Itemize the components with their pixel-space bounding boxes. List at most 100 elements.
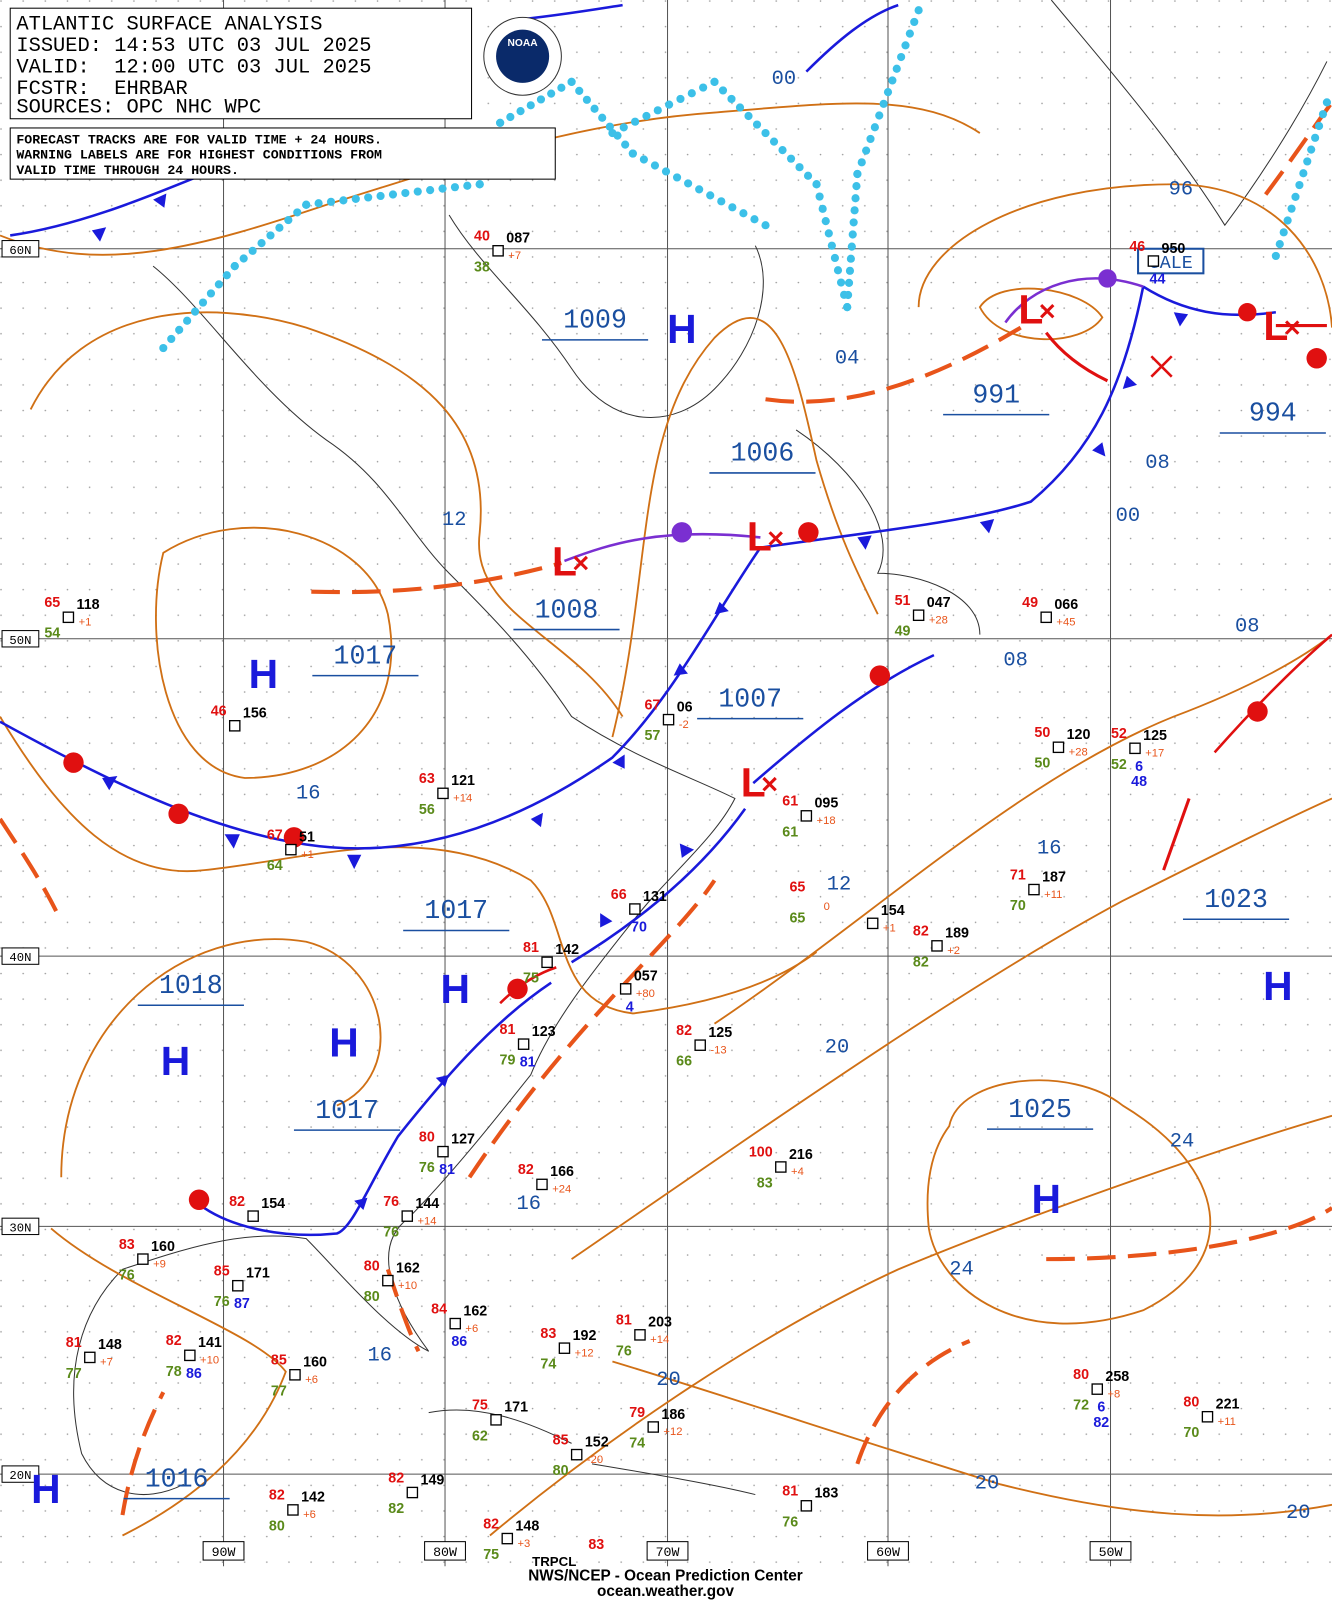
dewpoint: 72 [1073, 1398, 1089, 1414]
station-extra: 4 [626, 999, 634, 1015]
pressure: 144 [415, 1196, 439, 1212]
ice-dot [1318, 110, 1328, 119]
station-extra: 86 [451, 1334, 467, 1350]
ice-dot [239, 254, 248, 263]
ice-dot [706, 191, 715, 200]
ice-dot [769, 137, 779, 146]
ice-dot [845, 266, 855, 275]
ice-dot [605, 122, 614, 131]
ice-dot [1271, 251, 1280, 261]
notes-box [9, 127, 556, 180]
dewpoint: 38 [474, 259, 490, 275]
low-center: L [741, 759, 766, 805]
pressure: 127 [451, 1131, 475, 1147]
air-temperature: 82 [388, 1470, 404, 1486]
dewpoint: 78 [166, 1364, 182, 1380]
air-temperature: 85 [271, 1353, 287, 1369]
dewpoint: 74 [540, 1357, 556, 1373]
isobar-label: 12 [827, 874, 851, 897]
air-temperature: 63 [419, 771, 435, 787]
station-marker [662, 713, 675, 726]
pressure-tendency: +7 [508, 250, 521, 262]
high-center: H [1031, 1176, 1060, 1222]
low-x [573, 555, 588, 571]
station-marker [647, 1421, 660, 1433]
ice-dot [910, 17, 919, 27]
air-temperature: 85 [214, 1263, 230, 1279]
station-marker [800, 810, 813, 822]
ice-dot [650, 161, 660, 170]
pressure-tendency: +4 [791, 1166, 804, 1178]
air-temperature: 81 [782, 1484, 798, 1500]
station-marker [1129, 742, 1141, 755]
air-temperature: 67 [645, 697, 661, 713]
ice-dot [892, 64, 901, 73]
isobar-label: 04 [835, 347, 859, 370]
ice-dot [717, 197, 726, 206]
pressure-tendency: +28 [1069, 746, 1088, 758]
ice-dot [914, 6, 923, 15]
warm-front-symbols [63, 303, 1327, 1210]
ice-dot [1295, 180, 1304, 190]
ice-dot [710, 77, 719, 86]
air-temperature: 83 [588, 1537, 604, 1553]
station-marker [775, 1161, 787, 1173]
pressure-label: 1017 [315, 1096, 379, 1126]
pressure: 258 [1105, 1369, 1129, 1385]
station-marker [406, 1486, 419, 1499]
station-extra: 48 [1131, 774, 1147, 790]
pressure-tendency: +12 [575, 1347, 594, 1359]
ice-dot [661, 167, 671, 176]
sources: SOURCES: OPC NHC WPC [16, 97, 261, 120]
pressure-label: 1008 [535, 595, 599, 625]
pressure-label: 1009 [563, 306, 627, 336]
air-temperature: 51 [895, 593, 911, 609]
dewpoint: 76 [119, 1268, 135, 1284]
dewpoint: 83 [757, 1175, 773, 1191]
region-label: TRPCL [532, 1554, 576, 1569]
isobar-label: 08 [1235, 616, 1259, 639]
station-marker [1091, 1383, 1104, 1395]
isobar-label: 96 [1169, 178, 1193, 201]
air-temperature: 84 [431, 1301, 447, 1317]
ice-dot [1322, 98, 1331, 107]
pressure-tendency: +24 [552, 1184, 571, 1196]
ice-dot [364, 193, 373, 202]
lat-label-box [1, 947, 40, 965]
ice-dot [314, 199, 323, 208]
lon-label: 80W [433, 1545, 457, 1560]
pressure-tendency: +14 [417, 1215, 436, 1227]
station-marker [558, 1342, 571, 1354]
dewpoint: 82 [913, 954, 929, 970]
ice-dot [401, 188, 410, 198]
station-marker [382, 1274, 394, 1287]
isobar-label: 20 [825, 1036, 849, 1059]
ice-dot [619, 123, 628, 132]
ice-dot [752, 120, 762, 129]
dewpoint: 61 [782, 824, 798, 840]
warning-label: GALE [1149, 253, 1193, 274]
dewpoint: 70 [1010, 898, 1026, 914]
station-extra: 86 [186, 1366, 202, 1382]
pressure-tendency: +2 [947, 945, 960, 957]
ice-dot [1291, 192, 1300, 201]
pressure-tendency: +1 [79, 616, 92, 628]
station-marker [517, 1038, 530, 1050]
ice-dot [438, 184, 447, 193]
ice-dot [815, 192, 824, 201]
air-temperature: 50 [1034, 725, 1050, 741]
air-temperature: 82 [518, 1162, 534, 1178]
pressure-tendency: +14 [650, 1334, 669, 1346]
ice-dot [248, 246, 257, 255]
pressure-tendency: +6 [305, 1374, 318, 1386]
dewpoint: 62 [472, 1428, 488, 1444]
header-box [9, 7, 473, 120]
station-marker [84, 1351, 96, 1364]
pressure-tendency: +8 [1107, 1388, 1120, 1400]
air-temperature: 83 [540, 1326, 556, 1342]
station-extra: 44 [1150, 272, 1166, 288]
station-marker [449, 1317, 461, 1330]
ice-dot [214, 280, 223, 289]
